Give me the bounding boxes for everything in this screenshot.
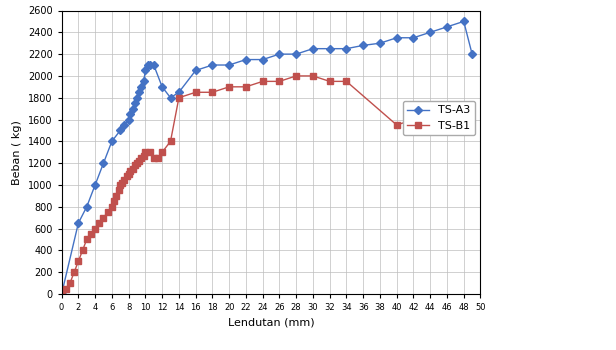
TS-A3 xyxy=(140,79,147,84)
TS-A3 xyxy=(132,101,139,105)
TS-B1 xyxy=(309,74,317,78)
TS-B1 xyxy=(209,90,216,94)
TS-A3 xyxy=(192,68,200,72)
TS-B1 xyxy=(410,118,417,122)
TS-A3 xyxy=(135,90,142,94)
TS-B1 xyxy=(100,216,107,220)
TS-B1 xyxy=(62,286,70,290)
Y-axis label: Beban ( kg): Beban ( kg) xyxy=(12,120,22,185)
TS-A3 xyxy=(225,63,233,67)
TS-A3 xyxy=(75,221,82,225)
TS-B1 xyxy=(135,159,142,163)
TS-B1 xyxy=(175,96,182,100)
TS-A3 xyxy=(167,96,174,100)
TS-B1 xyxy=(123,174,131,179)
TS-B1 xyxy=(104,210,111,214)
TS-A3 xyxy=(460,19,468,23)
TS-A3 xyxy=(58,292,65,296)
TS-B1 xyxy=(150,156,158,160)
TS-A3 xyxy=(121,123,128,127)
TS-B1 xyxy=(158,150,166,154)
TS-B1 xyxy=(58,292,65,296)
TS-B1 xyxy=(112,194,120,198)
TS-A3 xyxy=(276,52,283,56)
TS-A3 xyxy=(342,47,350,51)
TS-B1 xyxy=(225,85,233,89)
TS-A3 xyxy=(91,183,99,187)
TS-B1 xyxy=(154,156,161,160)
TS-B1 xyxy=(127,169,134,173)
X-axis label: Lendutan (mm): Lendutan (mm) xyxy=(228,317,314,328)
TS-B1 xyxy=(110,199,117,203)
TS-A3 xyxy=(142,68,149,72)
TS-A3 xyxy=(209,63,216,67)
TS-B1 xyxy=(444,123,451,127)
TS-A3 xyxy=(360,43,367,48)
TS-B1 xyxy=(133,161,140,165)
TS-A3 xyxy=(326,47,333,51)
TS-A3 xyxy=(146,63,153,67)
TS-A3 xyxy=(242,57,249,62)
TS-B1 xyxy=(326,79,333,84)
TS-B1 xyxy=(137,156,145,160)
TS-A3 xyxy=(468,52,476,56)
TS-A3 xyxy=(293,52,300,56)
TS-B1 xyxy=(95,221,103,225)
Line: TS-B1: TS-B1 xyxy=(59,73,466,297)
TS-A3 xyxy=(410,36,417,40)
TS-B1 xyxy=(242,85,249,89)
TS-B1 xyxy=(129,167,137,171)
TS-B1 xyxy=(192,90,200,94)
Legend: TS-A3, TS-B1: TS-A3, TS-B1 xyxy=(403,101,475,135)
TS-A3 xyxy=(125,118,132,122)
TS-A3 xyxy=(116,128,124,133)
TS-B1 xyxy=(115,188,122,193)
TS-A3 xyxy=(127,112,134,116)
TS-A3 xyxy=(83,205,91,209)
TS-B1 xyxy=(293,74,300,78)
TS-B1 xyxy=(140,153,147,158)
TS-B1 xyxy=(70,270,78,274)
TS-A3 xyxy=(426,30,434,34)
TS-A3 xyxy=(108,139,116,144)
TS-B1 xyxy=(67,281,74,285)
TS-B1 xyxy=(426,112,434,116)
TS-A3 xyxy=(158,85,166,89)
TS-A3 xyxy=(259,57,266,62)
Line: TS-A3: TS-A3 xyxy=(59,19,475,297)
TS-A3 xyxy=(444,25,451,29)
TS-A3 xyxy=(309,47,317,51)
TS-B1 xyxy=(393,123,400,127)
TS-B1 xyxy=(118,181,126,185)
TS-B1 xyxy=(87,232,95,236)
TS-A3 xyxy=(144,63,152,67)
TS-A3 xyxy=(376,41,384,45)
TS-B1 xyxy=(83,237,91,241)
TS-A3 xyxy=(393,36,400,40)
TS-A3 xyxy=(150,63,158,67)
TS-B1 xyxy=(342,79,350,84)
TS-B1 xyxy=(146,150,153,154)
TS-B1 xyxy=(142,150,149,154)
TS-B1 xyxy=(132,163,139,167)
TS-B1 xyxy=(121,177,128,182)
TS-A3 xyxy=(100,161,107,165)
TS-B1 xyxy=(125,172,132,176)
TS-A3 xyxy=(137,85,145,89)
TS-A3 xyxy=(129,106,137,111)
TS-B1 xyxy=(79,248,86,252)
TS-B1 xyxy=(460,123,468,127)
TS-B1 xyxy=(116,183,124,187)
TS-B1 xyxy=(108,205,116,209)
TS-B1 xyxy=(167,139,174,144)
TS-A3 xyxy=(175,90,182,94)
TS-B1 xyxy=(276,79,283,84)
TS-A3 xyxy=(133,96,140,100)
TS-B1 xyxy=(91,226,99,231)
TS-B1 xyxy=(259,79,266,84)
TS-B1 xyxy=(75,259,82,264)
